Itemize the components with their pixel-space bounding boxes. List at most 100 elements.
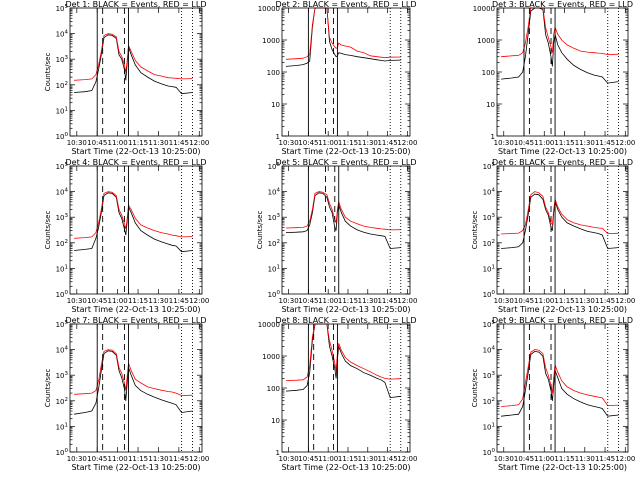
panel-title: Det 2: BLACK = Events, RED = LLD bbox=[276, 0, 417, 9]
lld-series-line bbox=[285, 323, 401, 381]
panel-det-8: Det 8: BLACK = Events, RED = LLD 1 10 100 10… bbox=[258, 316, 418, 472]
y-tick-label: 102 bbox=[268, 239, 280, 248]
x-tick-label: 12:00 bbox=[397, 139, 417, 147]
x-tick-label: 11:00 bbox=[318, 455, 338, 463]
x-tick-label: 11:00 bbox=[534, 297, 554, 305]
x-tick-label: 11:15 bbox=[338, 139, 358, 147]
plot-frame bbox=[69, 165, 203, 295]
x-tick-label: 11:15 bbox=[338, 455, 358, 463]
y-tick-label: 1000 bbox=[262, 37, 280, 45]
panel-title: Det 6: BLACK = Events, RED = LLD bbox=[492, 158, 633, 167]
panel-det-2: Det 2: BLACK = Events, RED = LLD 1 10 100 10… bbox=[258, 0, 418, 156]
y-tick-label: 105 bbox=[56, 4, 69, 13]
x-tick-label: 11:30 bbox=[575, 455, 595, 463]
x-axis-label: Start Time (22-Oct-13 10:25:00) bbox=[498, 463, 627, 472]
x-tick-label: 11:30 bbox=[148, 139, 168, 147]
x-axis-label: Start Time (22-Oct-13 10:25:00) bbox=[498, 305, 627, 314]
x-tick-label: 10:30 bbox=[494, 455, 514, 463]
y-tick-label: 102 bbox=[56, 239, 68, 248]
x-tick-label: 12:00 bbox=[189, 139, 209, 147]
y-tick-label: 102 bbox=[483, 239, 495, 248]
panel-title: Det 1: BLACK = Events, RED = LLD bbox=[66, 0, 207, 9]
x-tick-label: 10:30 bbox=[279, 297, 299, 305]
y-tick-label: 100 bbox=[483, 448, 496, 457]
x-axis-label: Start Time (22-Oct-13 10:25:00) bbox=[71, 305, 200, 314]
x-tick-label: 11:00 bbox=[318, 297, 338, 305]
x-tick-label: 11:00 bbox=[318, 139, 338, 147]
x-tick-label: 10:45 bbox=[87, 455, 107, 463]
x-tick-label: 11:15 bbox=[554, 297, 574, 305]
panel-title: Det 5: BLACK = Events, RED = LLD bbox=[276, 158, 417, 167]
plot-frame bbox=[496, 165, 629, 295]
y-tick-label: 100 bbox=[267, 69, 280, 77]
panel-det-3: Det 3: BLACK = Events, RED = LLD 1 10 100 10… bbox=[473, 0, 636, 156]
y-tick-label: 105 bbox=[483, 320, 496, 329]
x-tick-label: 11:15 bbox=[128, 139, 148, 147]
x-tick-label: 10:30 bbox=[494, 297, 514, 305]
y-tick-label: 104 bbox=[56, 346, 69, 355]
x-tick-label: 11:45 bbox=[377, 297, 397, 305]
x-tick-label: 11:15 bbox=[338, 297, 358, 305]
x-tick-label: 11:45 bbox=[169, 455, 189, 463]
y-tick-label: 100 bbox=[56, 448, 69, 457]
events-series-line bbox=[285, 323, 401, 399]
x-tick-label: 10:45 bbox=[298, 455, 318, 463]
y-tick-label: 1000 bbox=[477, 37, 495, 45]
y-tick-label: 10000 bbox=[258, 5, 280, 13]
y-axis-label: Counts/sec bbox=[471, 369, 479, 408]
x-tick-label: 10:45 bbox=[298, 297, 318, 305]
lld-series-line bbox=[74, 191, 193, 239]
y-axis-label: Counts/sec bbox=[44, 53, 52, 92]
x-tick-label: 11:45 bbox=[595, 455, 615, 463]
plot-frame bbox=[281, 323, 411, 453]
x-tick-label: 12:00 bbox=[397, 297, 417, 305]
x-tick-label: 11:00 bbox=[534, 139, 554, 147]
x-tick-label: 11:45 bbox=[595, 297, 615, 305]
x-tick-label: 10:45 bbox=[87, 139, 107, 147]
panel-title: Det 9: BLACK = Events, RED = LLD bbox=[492, 316, 633, 325]
events-series-line bbox=[501, 7, 619, 84]
x-tick-label: 11:45 bbox=[595, 139, 615, 147]
y-tick-label: 102 bbox=[56, 81, 68, 90]
plot-frame bbox=[69, 323, 203, 453]
lld-series-line bbox=[285, 7, 401, 60]
y-axis-label: Counts/sec bbox=[44, 211, 52, 250]
plot-frame bbox=[281, 165, 411, 295]
x-tick-label: 12:00 bbox=[397, 455, 417, 463]
x-tick-label: 11:30 bbox=[358, 455, 378, 463]
panel-title: Det 4: BLACK = Events, RED = LLD bbox=[66, 158, 207, 167]
x-tick-label: 11:45 bbox=[169, 139, 189, 147]
y-tick-label: 103 bbox=[56, 55, 69, 64]
y-tick-label: 105 bbox=[56, 320, 69, 329]
x-tick-label: 11:30 bbox=[358, 139, 378, 147]
x-tick-label: 11:45 bbox=[169, 297, 189, 305]
x-axis-label: Start Time (22-Oct-13 10:25:00) bbox=[281, 305, 410, 314]
y-tick-label: 100 bbox=[267, 385, 280, 393]
x-tick-label: 12:00 bbox=[189, 455, 209, 463]
y-tick-label: 10 bbox=[486, 101, 495, 109]
y-tick-label: 102 bbox=[483, 397, 495, 406]
events-series-line bbox=[285, 192, 401, 249]
lld-series-line bbox=[285, 191, 401, 231]
y-tick-label: 101 bbox=[483, 422, 495, 431]
events-series-line bbox=[74, 192, 193, 253]
y-tick-label: 104 bbox=[483, 346, 496, 355]
y-tick-label: 105 bbox=[483, 162, 496, 171]
panel-title: Det 7: BLACK = Events, RED = LLD bbox=[66, 316, 207, 325]
x-tick-label: 10:30 bbox=[279, 455, 299, 463]
y-tick-label: 10 bbox=[271, 101, 280, 109]
y-tick-label: 101 bbox=[268, 264, 280, 273]
lld-series-line bbox=[501, 349, 619, 407]
x-tick-label: 11:30 bbox=[148, 297, 168, 305]
y-tick-label: 101 bbox=[56, 264, 68, 273]
x-tick-label: 11:15 bbox=[128, 455, 148, 463]
x-tick-label: 11:30 bbox=[358, 297, 378, 305]
x-tick-label: 10:30 bbox=[67, 297, 87, 305]
y-tick-label: 100 bbox=[483, 290, 496, 299]
events-series-line bbox=[501, 193, 619, 249]
x-axis-label: Start Time (22-Oct-13 10:25:00) bbox=[281, 463, 410, 472]
y-tick-label: 101 bbox=[56, 422, 68, 431]
panel-det-5: Det 5: BLACK = Events, RED = LLD 100 101 10… bbox=[256, 158, 417, 314]
lld-series-line bbox=[74, 33, 193, 81]
x-axis-label: Start Time (22-Oct-13 10:25:00) bbox=[281, 147, 410, 156]
